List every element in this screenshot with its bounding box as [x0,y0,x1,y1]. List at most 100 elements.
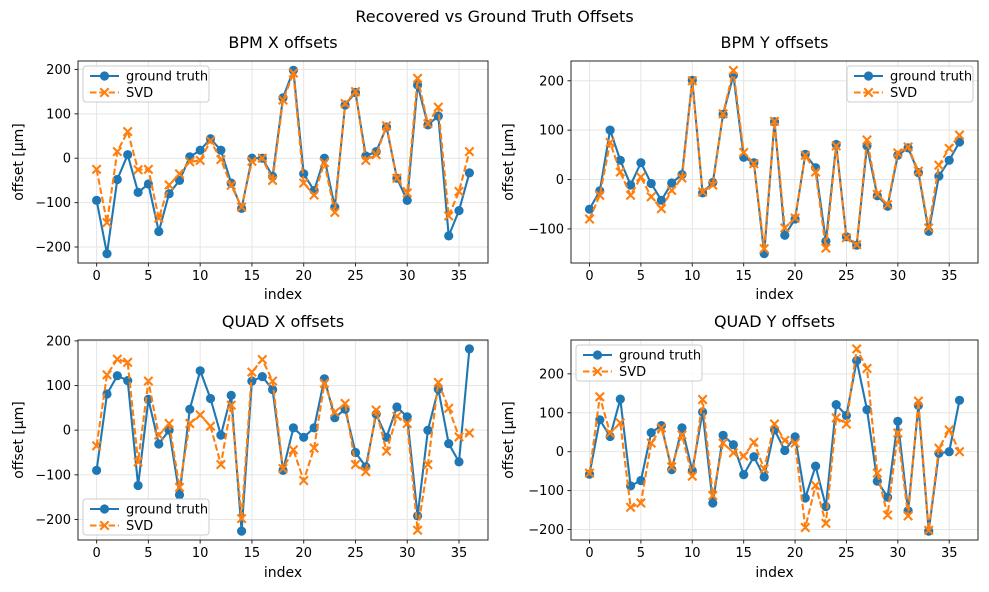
x-tick-label: 15 [244,546,261,561]
data-point-marker [133,187,143,197]
legend-sample-x-marker [99,520,110,531]
x-tick-label: 20 [295,546,312,561]
data-point-marker [133,480,143,491]
data-point-marker [278,465,288,475]
data-point-marker-x [584,343,965,536]
data-point-marker [164,189,174,199]
data-point-marker [247,376,257,386]
data-point-marker [667,465,677,475]
data-point-marker [615,155,625,165]
data-point-marker [185,152,195,162]
x-axis-label-bpm-x: index [263,287,303,303]
y-tick-label: 100 [539,124,564,139]
x-tick-label: 30 [890,269,907,284]
x-tick-label: 15 [244,269,261,284]
data-point-marker [862,405,872,415]
x-axis-label-quad-x: index [263,565,303,581]
y-tick-label: −100 [35,196,71,211]
data-point-marker [174,175,185,185]
data-point-marker [464,168,474,178]
x-tick-label: 25 [838,546,855,561]
x-tick-label: 20 [295,269,312,284]
x-tick-label: 25 [838,269,855,284]
data-point-marker [205,134,216,144]
legend-item-label: SVD [126,519,153,534]
x-tick-label: 10 [192,269,209,284]
x-tick-label: 30 [399,269,416,284]
data-point-marker [718,430,728,440]
SVD-series [91,68,475,228]
data-point-marker [636,158,646,168]
data-point-marker [288,423,298,433]
data-point-marker [464,344,474,354]
data-point-marker [444,231,454,241]
y-tick-label: −100 [528,222,564,237]
data-point-marker [205,393,216,404]
legend-item-label: ground truth [126,70,208,85]
axis-ticks: 0 5 10 15 20 25 30 35 −100 0 100 200 [528,74,957,284]
x-tick-label: 15 [735,546,752,561]
legend-item-label: ground truth [619,349,701,364]
y-axis-label-quad-x: offset [µm] [11,401,27,479]
data-point-marker [216,145,226,155]
y-tick-label: 0 [63,424,71,439]
data-point-marker [739,470,749,480]
data-point-marker [92,195,102,205]
data-point-marker [759,249,769,259]
SVD-series [584,65,965,254]
data-point-marker-x [584,65,965,254]
legend-item-label: SVD [890,86,917,101]
x-tick-label: 25 [347,269,364,284]
data-point-marker [299,432,309,442]
data-point-marker [195,366,205,376]
y-tick-label: 200 [539,367,564,382]
axis-ticks: 0 5 10 15 20 25 30 35 −200 −100 0 100 200 [528,367,957,561]
y-tick-label: −100 [35,468,71,483]
y-tick-label: −100 [528,484,564,499]
data-point-marker [402,195,412,205]
data-point-marker [92,465,102,475]
x-tick-label: 30 [890,546,907,561]
data-point-marker [381,432,392,442]
legend-item-label: SVD [619,365,646,380]
data-point-marker [143,179,153,189]
x-tick-label: 35 [941,269,958,284]
legend-sample-circle-marker [592,350,603,360]
data-point-marker [309,423,319,433]
data-point-marker [195,145,205,155]
data-point-marker [454,457,464,467]
data-point-marker [677,423,687,433]
legend-item-ground-truth: ground truth [90,70,208,85]
y-tick-label: −200 [35,513,71,528]
ground-truth-series [92,344,474,536]
data-point-marker [237,526,247,536]
data-point-marker [728,440,739,450]
data-point-marker [185,404,195,414]
legend-sample-x-marker [99,87,110,98]
x-tick-label: 35 [451,269,468,284]
data-point-marker [257,372,267,382]
y-axis-label-bpm-x: offset [µm] [11,123,27,201]
x-tick-label: 25 [347,546,364,561]
y-tick-label: 200 [46,63,71,78]
data-point-marker [811,461,821,471]
legend-item-SVD: SVD [854,86,917,101]
plot-frame [570,60,979,264]
x-tick-label: 10 [684,269,701,284]
data-point-marker [288,65,298,75]
data-point-marker [154,226,164,237]
x-axis-label-bpm-y: index [755,287,794,303]
data-point-marker [350,447,361,458]
data-point-marker [944,447,954,457]
data-point-marker [944,155,954,165]
x-tick-label: 35 [941,546,958,561]
data-point-marker [584,204,595,214]
legend-item-SVD: SVD [90,519,153,534]
data-point-marker [605,125,615,135]
axis-ticks: 0 5 10 15 20 25 30 35 −200 −100 0 100 200 [35,63,467,284]
data-point-marker [883,201,893,211]
SVD-series [584,343,965,536]
